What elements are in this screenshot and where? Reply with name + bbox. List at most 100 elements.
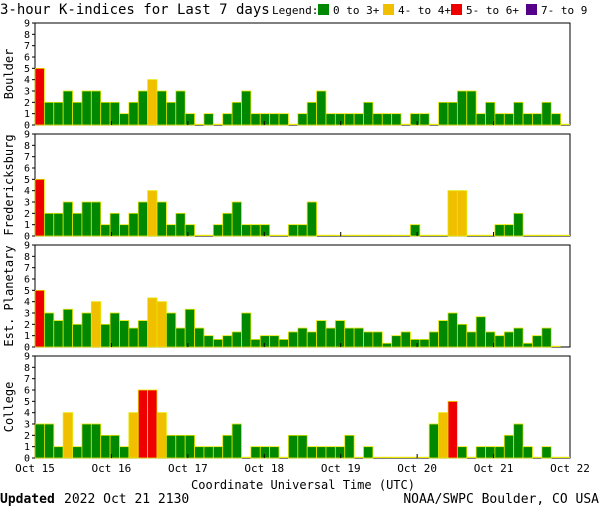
bar xyxy=(494,335,505,348)
bar xyxy=(560,456,570,458)
panel-label: College xyxy=(2,382,16,433)
legend-label: Legend: xyxy=(272,4,318,17)
bar xyxy=(212,446,224,459)
bar xyxy=(128,412,139,459)
bar xyxy=(429,234,439,236)
bar xyxy=(447,101,458,126)
bar xyxy=(231,101,242,126)
bar xyxy=(156,301,167,348)
bar xyxy=(456,190,468,237)
bar xyxy=(165,434,177,459)
bar xyxy=(194,446,205,459)
bar xyxy=(250,446,261,459)
bar xyxy=(522,113,533,126)
bar xyxy=(438,320,449,348)
bar xyxy=(522,446,533,459)
bar xyxy=(175,90,186,126)
bar xyxy=(34,178,45,237)
bar xyxy=(334,446,346,459)
y-tick-label: 1 xyxy=(24,220,30,231)
bar xyxy=(222,434,233,459)
bar xyxy=(34,289,45,348)
bar xyxy=(306,201,317,237)
bar xyxy=(316,320,327,348)
bar xyxy=(354,234,364,236)
bar xyxy=(81,201,92,237)
y-tick-label: 9 xyxy=(24,241,30,252)
bar xyxy=(494,224,505,237)
bar xyxy=(419,234,430,236)
bar xyxy=(213,123,223,125)
bar xyxy=(53,101,64,126)
y-tick-label: 0 xyxy=(24,454,30,465)
bar xyxy=(269,446,280,459)
y-tick-label: 8 xyxy=(24,363,30,374)
bar xyxy=(466,456,477,458)
bar xyxy=(532,113,543,126)
bar xyxy=(156,412,167,459)
bar xyxy=(250,224,261,237)
bar xyxy=(147,190,158,237)
bar xyxy=(147,389,158,459)
bar xyxy=(325,446,336,459)
bar xyxy=(522,342,533,348)
bar xyxy=(401,456,411,458)
bar xyxy=(335,234,345,236)
y-tick-label: 7 xyxy=(24,41,30,52)
bar xyxy=(297,113,308,126)
bar xyxy=(212,339,224,348)
bar xyxy=(466,331,477,348)
bar xyxy=(429,123,439,125)
bar xyxy=(184,434,195,459)
bar xyxy=(119,224,130,237)
bar xyxy=(62,308,73,348)
bar xyxy=(550,113,562,126)
bar xyxy=(372,331,383,348)
bar xyxy=(410,224,421,237)
bar xyxy=(119,320,130,348)
bar xyxy=(475,113,486,126)
bar xyxy=(503,113,515,126)
panel-label: Est. Planetary xyxy=(2,245,16,346)
bar xyxy=(306,101,317,126)
bar xyxy=(156,201,167,237)
bar xyxy=(503,224,515,237)
bar xyxy=(212,224,224,237)
bar xyxy=(551,345,561,347)
bar xyxy=(137,389,149,459)
x-tick-label: Oct 15 xyxy=(15,462,55,475)
bar xyxy=(231,423,242,459)
bar xyxy=(194,327,205,348)
bar xyxy=(137,90,149,126)
bar xyxy=(165,312,177,348)
bar xyxy=(288,434,299,459)
bar xyxy=(184,113,195,126)
bar xyxy=(447,312,458,348)
bar xyxy=(297,327,308,348)
updated-timestamp: 2022 Oct 21 2130 xyxy=(64,492,189,507)
x-tick-label: Oct 19 xyxy=(321,462,361,475)
legend-entry-2: 4- to 4+ xyxy=(398,4,451,17)
bar xyxy=(90,301,102,348)
bar xyxy=(316,446,327,459)
bar xyxy=(241,312,252,348)
bar xyxy=(297,434,308,459)
bar xyxy=(325,113,336,126)
bar xyxy=(428,423,439,459)
x-tick-label: Oct 22 xyxy=(550,462,590,475)
bar xyxy=(419,456,430,458)
bar xyxy=(438,101,449,126)
bar xyxy=(391,456,402,458)
y-tick-label: 2 xyxy=(24,320,30,331)
bar xyxy=(363,101,374,126)
bar xyxy=(128,101,139,126)
bar xyxy=(447,190,458,237)
bar xyxy=(259,224,271,237)
bar xyxy=(344,327,355,348)
bar xyxy=(560,123,570,125)
bar xyxy=(541,446,552,459)
panels: 0123456789Boulder0123456789Fredericksbur… xyxy=(2,19,571,465)
bar xyxy=(288,123,298,125)
bar xyxy=(184,224,195,237)
